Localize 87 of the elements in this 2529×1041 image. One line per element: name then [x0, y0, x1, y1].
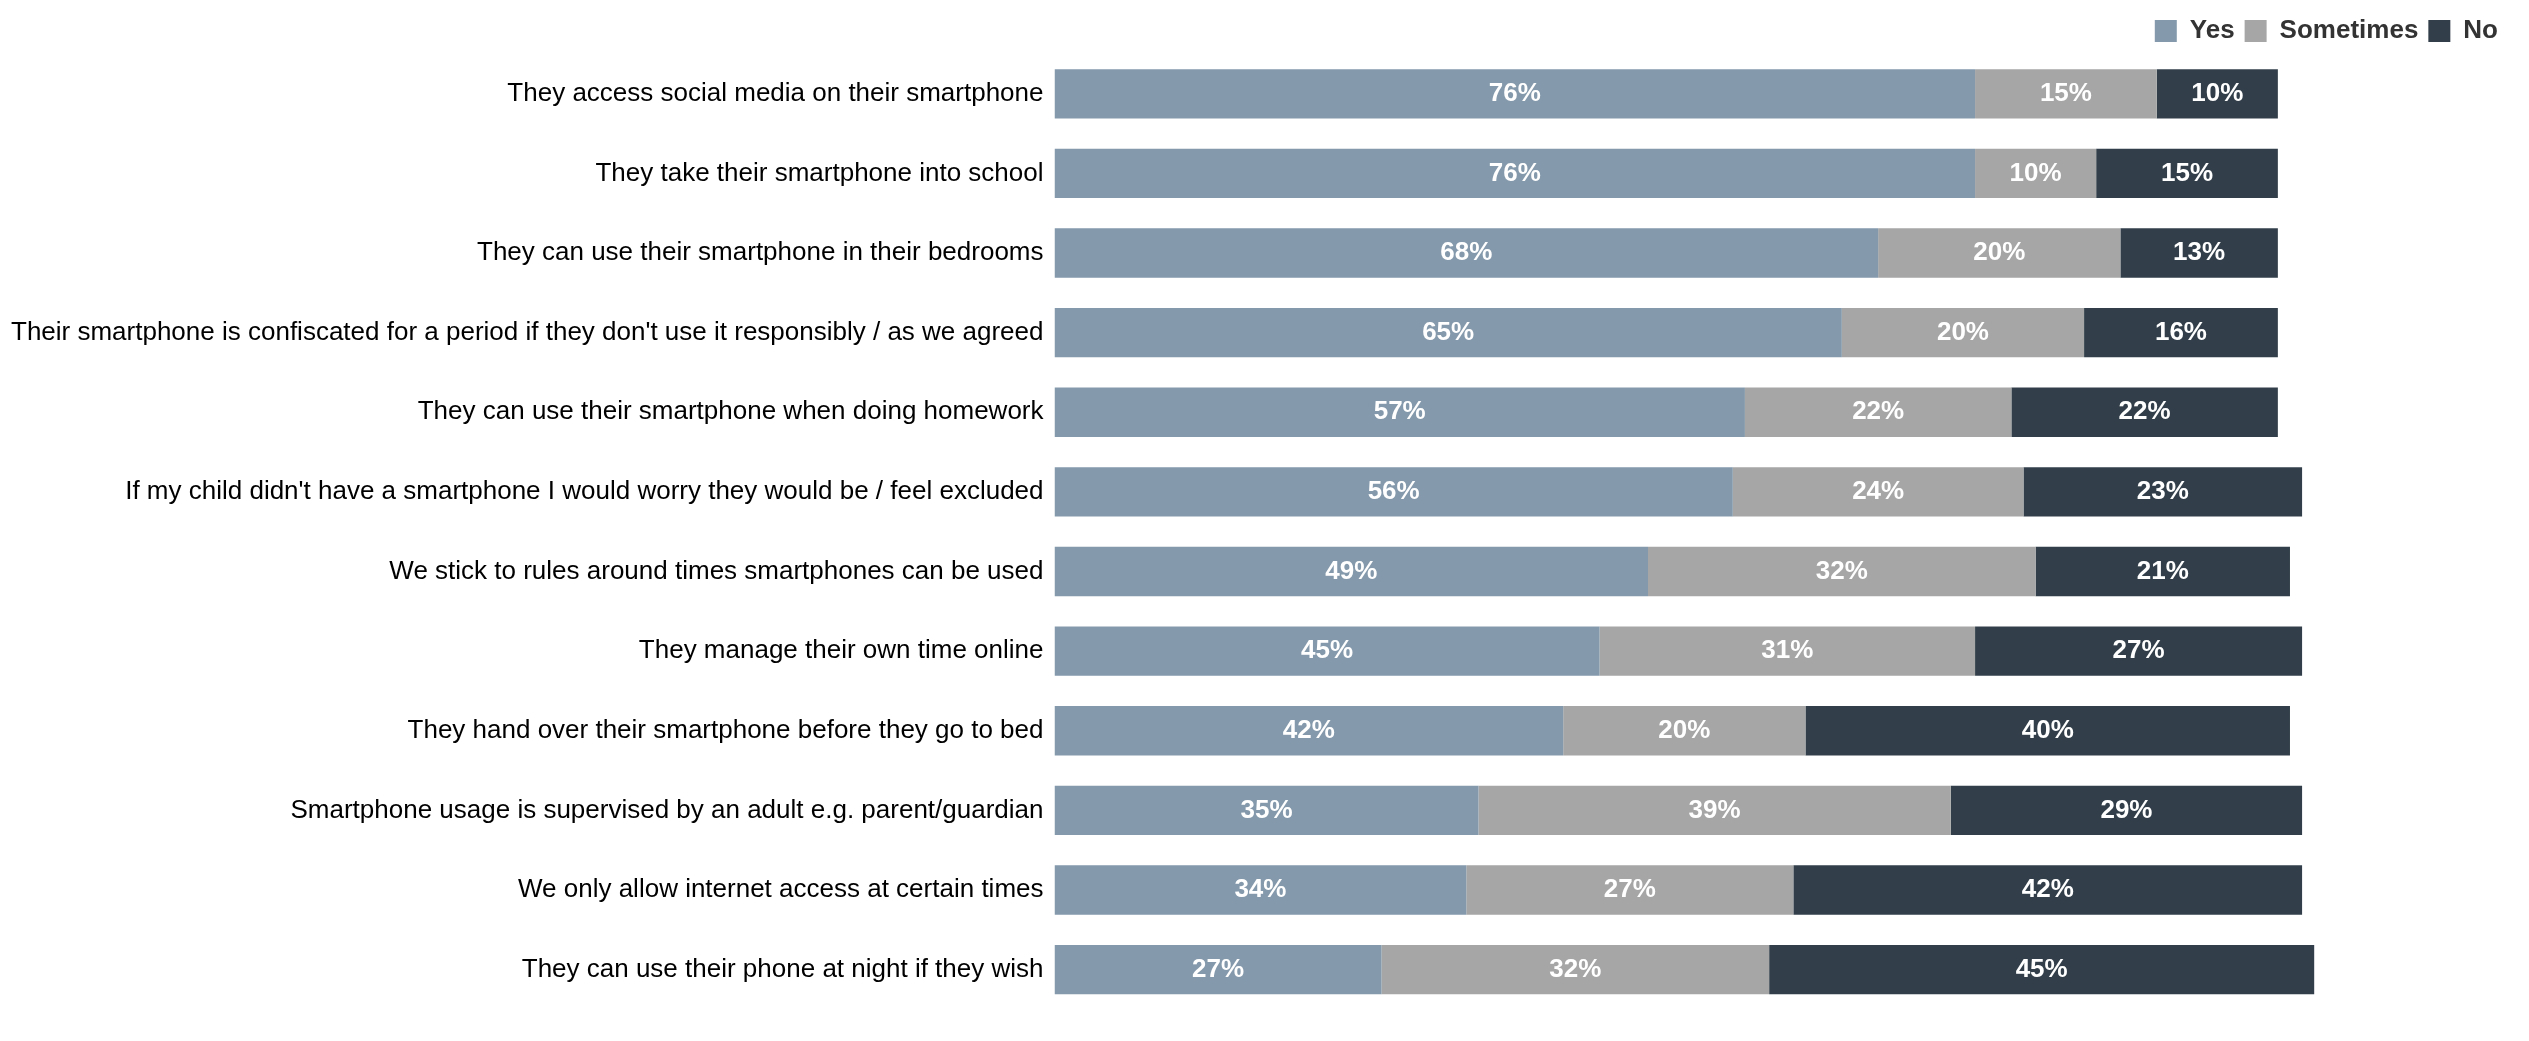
data-label: 31%: [1761, 634, 1814, 665]
data-label: 21%: [2136, 554, 2189, 585]
bar: [1054, 865, 1467, 915]
y-tick-label: We stick to rules around times smartphones can be used: [389, 554, 1044, 585]
data-label: 68%: [1440, 236, 1493, 267]
data-label: 27%: [2112, 634, 2165, 665]
data-label: 27%: [1192, 952, 1245, 983]
y-tick-label: Smartphone usage is supervised by an adult e.g. parent/guardian: [290, 793, 1044, 824]
legend-label: No: [2463, 14, 2499, 45]
bar: [2035, 546, 2290, 597]
bar: [1950, 785, 2303, 836]
bar: [2096, 148, 2278, 199]
y-tick-label: They can use their smartphone in their bedrooms: [476, 236, 1044, 267]
bar: [2084, 307, 2278, 358]
data-label: 76%: [1488, 76, 1541, 107]
bar: [2011, 387, 2278, 437]
bar: [1466, 865, 1794, 915]
data-label: 32%: [1549, 952, 1602, 983]
legend-label: Sometimes: [2279, 14, 2419, 45]
bar: [1648, 546, 2036, 597]
bar: [1975, 69, 2157, 119]
data-label: 15%: [2161, 156, 2214, 187]
data-label: 40%: [2021, 713, 2074, 744]
bar: [1381, 944, 1770, 995]
data-label: 42%: [2021, 873, 2074, 904]
bar: [1769, 944, 2315, 995]
data-label: 57%: [1373, 395, 1426, 426]
data-label: 23%: [2136, 475, 2189, 506]
bar: [2156, 69, 2278, 119]
data-label: 56%: [1367, 475, 1420, 506]
bar: [2023, 467, 2303, 517]
data-label: 13%: [2173, 236, 2226, 267]
y-tick-label: If my child didn't have a smartphone I would worry they would be / feel excluded: [125, 475, 1044, 506]
data-label: 20%: [1973, 236, 2026, 267]
bar: [1054, 467, 1733, 517]
bar: [1878, 228, 2121, 278]
bar: [1793, 865, 2303, 915]
data-label: 22%: [2118, 395, 2171, 426]
data-label: 10%: [2191, 76, 2244, 107]
data-label: 27%: [1603, 873, 1656, 904]
data-label: 20%: [1936, 315, 1989, 346]
legend-label: Yes: [2189, 14, 2235, 45]
data-label: 45%: [2015, 952, 2068, 983]
bar: [1975, 626, 2303, 676]
data-label: 35%: [1240, 793, 1293, 824]
bar: [1054, 307, 1842, 358]
data-label: 42%: [1282, 713, 1335, 744]
bar: [1054, 706, 1564, 756]
data-label: 49%: [1325, 554, 1378, 585]
data-label: 34%: [1234, 873, 1287, 904]
data-label: 76%: [1488, 156, 1541, 187]
data-label: 20%: [1658, 713, 1711, 744]
bar: [1732, 467, 2024, 517]
bar: [1054, 546, 1649, 597]
bar: [1054, 387, 1745, 437]
bar: [1744, 387, 2012, 437]
bar: [1841, 307, 2085, 358]
bar: [1975, 148, 2097, 199]
bar: [1478, 785, 1951, 836]
bar: [1805, 706, 2290, 756]
y-tick-label: Their smartphone is confiscated for a period if they don't use it responsibly / as we agreed: [10, 315, 1044, 346]
y-tick-label: They take their smartphone into school: [595, 156, 1044, 187]
data-label: 65%: [1422, 315, 1475, 346]
y-tick-label: They manage their own time online: [638, 634, 1044, 665]
bar: [1563, 706, 1806, 756]
bar: [1054, 944, 1382, 995]
data-label: 16%: [2154, 315, 2207, 346]
y-tick-label: They can use their phone at night if they wish: [521, 952, 1044, 983]
data-label: 39%: [1688, 793, 1741, 824]
y-tick-label: We only allow internet access at certain times: [517, 873, 1044, 904]
bar: [1599, 626, 1976, 676]
bar: [2120, 228, 2278, 278]
data-label: 24%: [1852, 475, 1905, 506]
data-label: 22%: [1852, 395, 1905, 426]
y-tick-label: They hand over their smartphone before they go to bed: [407, 713, 1044, 744]
data-label: 29%: [2100, 793, 2153, 824]
data-label: 15%: [2039, 76, 2092, 107]
y-tick-label: They can use their smartphone when doing homework: [417, 395, 1045, 426]
data-label: 45%: [1301, 634, 1354, 665]
bar: [1054, 228, 1879, 278]
data-label: 10%: [2009, 156, 2062, 187]
bar: [1054, 785, 1479, 836]
y-tick-label: They access social media on their smartphone: [507, 76, 1044, 107]
bar: [1054, 69, 1976, 119]
data-label: 32%: [1815, 554, 1868, 585]
bar: [1054, 148, 1976, 199]
bar: [1054, 626, 1600, 676]
